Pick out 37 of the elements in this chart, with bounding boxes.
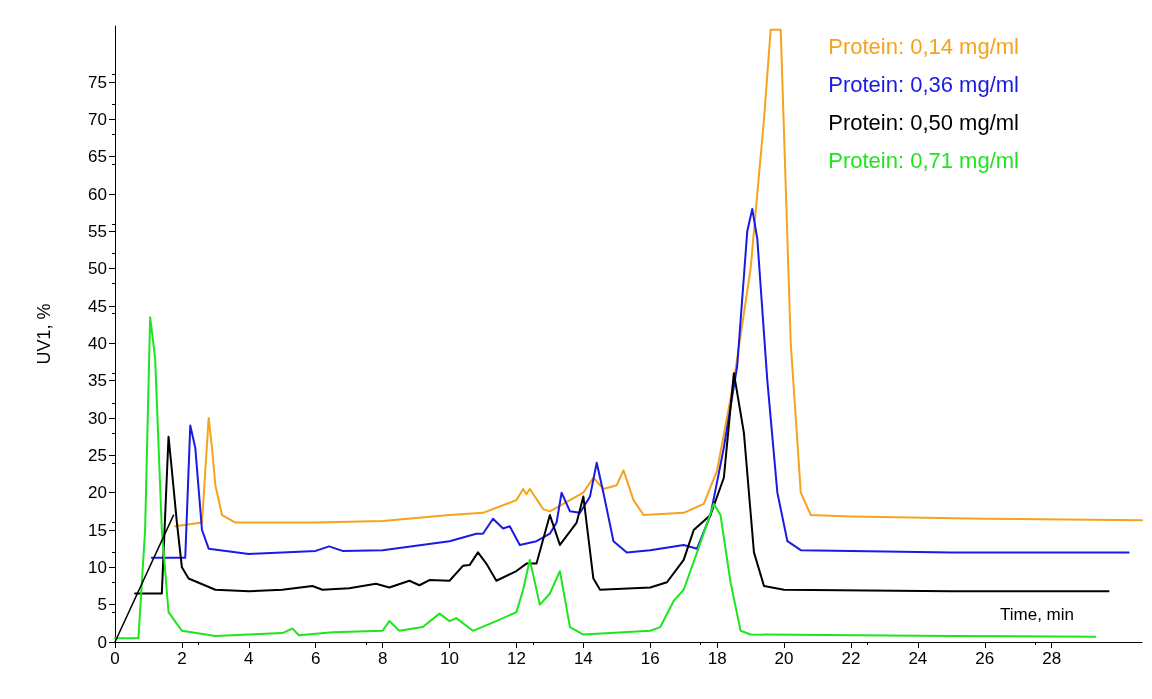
y-tick-label: 75 xyxy=(88,72,107,92)
x-tick-label: 14 xyxy=(573,649,593,668)
y-tick-label: 65 xyxy=(88,147,107,167)
x-tick-label: 16 xyxy=(640,649,660,668)
y-tick-label: 55 xyxy=(88,221,107,241)
x-tick-label: 24 xyxy=(908,649,928,668)
y-tick-label: 25 xyxy=(88,445,107,465)
x-tick-label: 0 xyxy=(110,649,120,668)
y-tick-label: 20 xyxy=(88,483,107,503)
x-tick-label: 6 xyxy=(310,649,321,668)
text: Protein: 0,36 mg/ml xyxy=(828,71,1019,97)
x-tick-label: 2 xyxy=(177,649,187,668)
y-axis-title: UV1, % xyxy=(34,303,54,365)
y-tick-label: 5 xyxy=(97,595,107,615)
y-tick-label: 40 xyxy=(88,333,107,353)
y-tick-label: 30 xyxy=(88,408,107,428)
x-tick-label: 20 xyxy=(774,649,794,668)
y-tick-label: 15 xyxy=(88,520,107,540)
y-tick-label: 60 xyxy=(88,184,107,204)
y-tick-label: 35 xyxy=(88,371,107,391)
text: Protein: 0,50 mg/ml xyxy=(828,109,1019,135)
y-tick-label: 0 xyxy=(97,632,107,652)
y-tick-label: 50 xyxy=(88,259,107,279)
x-tick-label: 28 xyxy=(1042,649,1062,668)
x-tick-label: 26 xyxy=(975,649,995,668)
x-tick-label: 22 xyxy=(841,649,861,668)
y-tick-label: 70 xyxy=(88,109,107,129)
y-tick-label: 45 xyxy=(88,296,107,316)
y-tick-label: 10 xyxy=(88,557,107,577)
x-axis-title: Time, min xyxy=(1000,605,1075,624)
text: Protein: 0,14 mg/ml xyxy=(828,33,1019,59)
x-tick-label: 18 xyxy=(707,649,727,668)
text: Protein: 0,71 mg/ml xyxy=(828,147,1019,173)
x-tick-label: 8 xyxy=(377,649,388,668)
x-tick-label: 12 xyxy=(506,649,526,668)
x-tick-label: 10 xyxy=(440,649,459,668)
x-tick-label: 4 xyxy=(244,649,254,668)
